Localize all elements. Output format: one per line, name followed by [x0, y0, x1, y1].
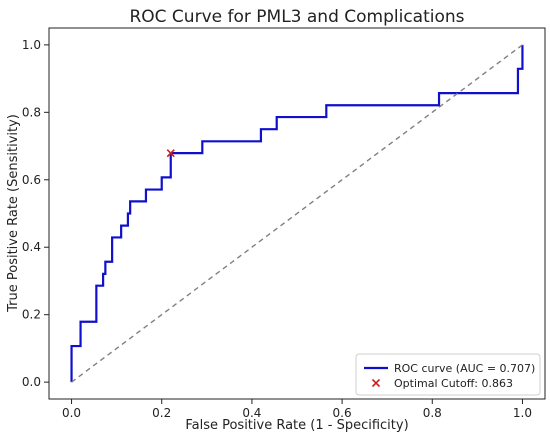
y-tick-label: 1.0 — [22, 38, 41, 52]
x-axis-ticks: 0.0 0.2 0.4 0.6 0.8 1.0 — [62, 399, 532, 420]
y-tick-label: 0.0 — [22, 375, 41, 389]
marker-layer — [166, 149, 175, 158]
roc-curve-line — [70, 44, 524, 383]
y-tick-label: 0.6 — [22, 173, 41, 187]
plot-frame — [48, 27, 546, 400]
x-tick-label: 0.2 — [152, 406, 171, 420]
y-tick-label: 0.8 — [22, 105, 41, 119]
legend-x-marker — [371, 378, 381, 388]
legend-box — [355, 353, 541, 396]
plot-area: 0.0 0.2 0.4 0.6 0.8 1.0 0.0 0.2 0.4 0.6 0.8 1.0 — [22, 27, 546, 420]
legend-optimal-label: Optimal Cutoff: 0.863 — [394, 377, 513, 390]
series-layer — [70, 44, 524, 383]
chance-diagonal-line — [71, 44, 523, 383]
legend-roc-label: ROC curve (AUC = 0.707) — [394, 362, 535, 375]
legend-optimal-marker-swatch — [371, 378, 381, 388]
y-tick-label: 0.2 — [22, 308, 41, 322]
legend: ROC curve (AUC = 0.707) Optimal Cutoff: … — [355, 353, 541, 396]
x-tick-label: 0.6 — [333, 406, 352, 420]
y-tick-label: 0.4 — [22, 240, 41, 254]
y-axis-ticks: 0.0 0.2 0.4 0.6 0.8 1.0 — [22, 38, 49, 389]
x-tick-label: 0.4 — [242, 406, 261, 420]
x-tick-label: 0.0 — [62, 406, 81, 420]
x-tick-label: 0.8 — [423, 406, 442, 420]
optimal-cutoff-marker — [166, 149, 175, 158]
y-axis-label: True Positive Rate (Sensitivity) — [6, 114, 21, 313]
x-axis-label: False Positive Rate (1 - Specificity) — [185, 418, 408, 433]
chart-title: ROC Curve for PML3 and Complications — [129, 7, 464, 27]
x-tick-label: 1.0 — [513, 406, 532, 420]
